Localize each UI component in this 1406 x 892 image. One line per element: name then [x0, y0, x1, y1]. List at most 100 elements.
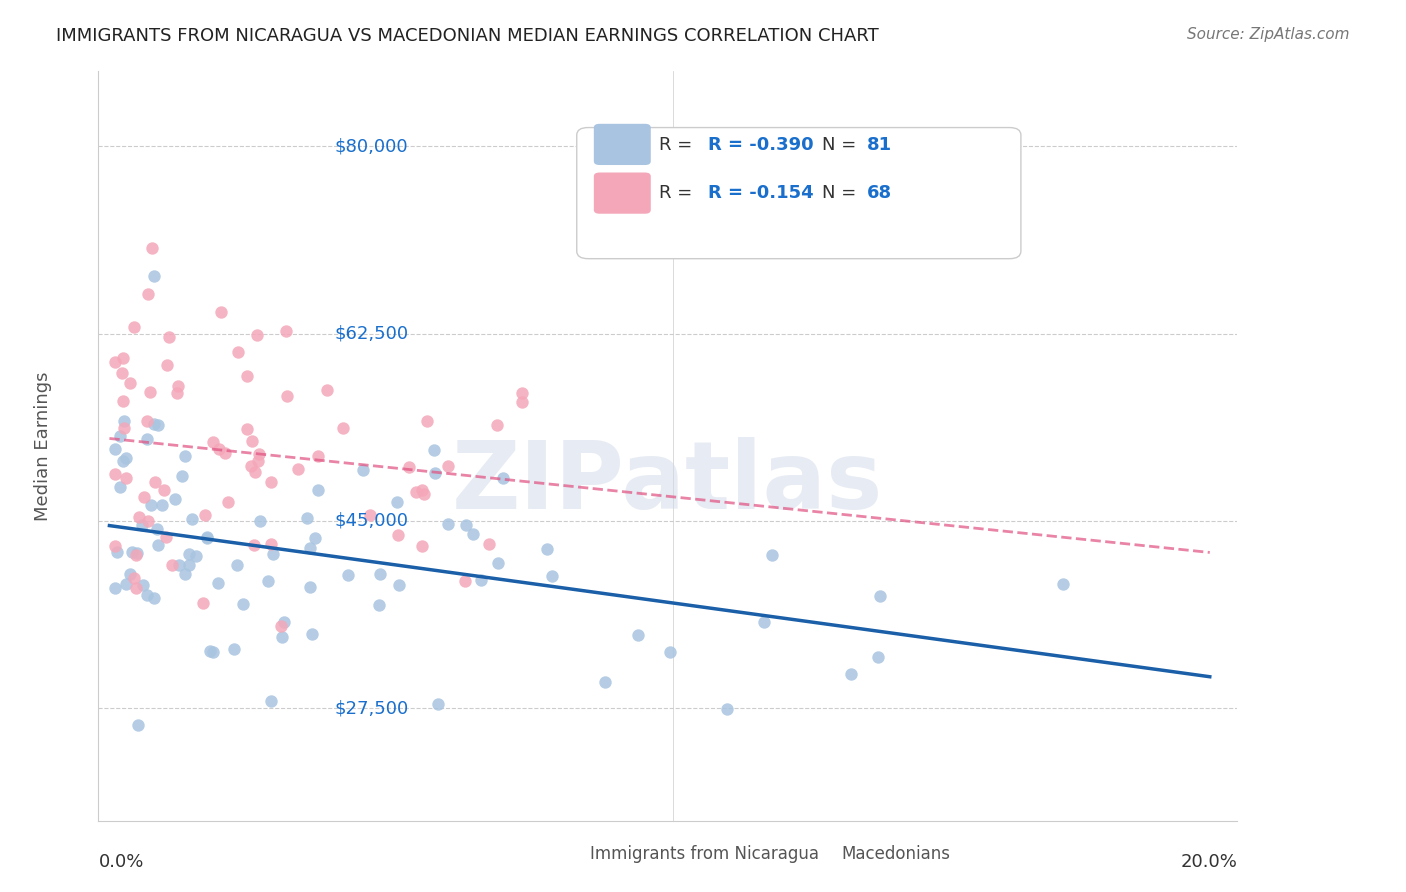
Point: [179, 558, 201, 572]
Point: [115, 471, 138, 485]
Point: [716, 702, 738, 716]
Point: [157, 330, 180, 344]
Text: Median Earnings: Median Earnings: [34, 371, 52, 521]
Text: Immigrants from Nicaragua: Immigrants from Nicaragua: [591, 846, 820, 863]
Text: 0.0%: 0.0%: [98, 853, 143, 871]
Point: [207, 576, 229, 591]
Point: [536, 541, 558, 556]
Point: [839, 667, 862, 681]
Point: [246, 454, 269, 468]
Point: [301, 627, 323, 641]
Point: [108, 480, 131, 494]
Point: [260, 694, 283, 708]
Point: [152, 483, 174, 497]
Point: [122, 571, 145, 585]
Point: [352, 463, 374, 477]
Point: [243, 465, 266, 479]
Point: [260, 475, 283, 489]
Point: [170, 469, 193, 483]
Point: [236, 369, 259, 384]
Point: [174, 449, 197, 463]
FancyBboxPatch shape: [576, 128, 1021, 259]
Point: [249, 515, 271, 529]
Point: [125, 581, 148, 595]
Text: R = -0.154: R = -0.154: [707, 184, 813, 202]
Point: [411, 483, 433, 498]
Point: [239, 458, 262, 473]
Point: [108, 429, 131, 443]
Point: [486, 418, 509, 433]
Point: [337, 568, 360, 582]
Point: [201, 645, 224, 659]
Point: [405, 485, 427, 500]
Text: $80,000: $80,000: [335, 137, 408, 155]
Point: [415, 414, 437, 428]
Point: [104, 539, 127, 553]
Point: [167, 378, 190, 392]
Point: [437, 459, 460, 474]
Point: [270, 619, 292, 633]
Point: [486, 557, 509, 571]
Point: [180, 512, 202, 526]
Point: [105, 545, 128, 559]
Text: N =: N =: [821, 136, 862, 153]
Point: [143, 591, 166, 605]
Point: [148, 538, 170, 552]
Point: [304, 531, 326, 545]
Point: [104, 467, 127, 481]
Text: 68: 68: [868, 184, 893, 202]
Text: 20.0%: 20.0%: [1181, 853, 1237, 871]
Point: [593, 675, 616, 690]
Point: [226, 558, 249, 573]
Point: [385, 495, 408, 509]
Point: [184, 549, 207, 563]
Point: [232, 597, 254, 611]
Text: Macedonians: Macedonians: [841, 846, 950, 863]
Point: [112, 414, 135, 428]
Point: [426, 697, 449, 711]
Point: [198, 643, 221, 657]
Point: [195, 532, 218, 546]
Point: [136, 287, 159, 301]
Point: [191, 597, 214, 611]
Point: [332, 421, 354, 435]
Point: [316, 383, 339, 397]
Point: [104, 355, 127, 369]
Point: [127, 718, 149, 732]
Point: [287, 461, 309, 475]
Point: [111, 394, 134, 409]
Point: [454, 518, 477, 533]
Point: [122, 319, 145, 334]
Point: [115, 577, 138, 591]
Text: R = -0.390: R = -0.390: [707, 136, 813, 153]
Point: [1052, 577, 1074, 591]
Point: [131, 518, 153, 533]
Point: [111, 351, 134, 365]
Point: [295, 511, 318, 525]
Point: [179, 547, 201, 561]
Point: [307, 483, 329, 497]
Point: [276, 389, 298, 403]
Point: [752, 615, 775, 630]
Point: [148, 418, 170, 433]
Point: [541, 569, 564, 583]
Point: [510, 394, 533, 409]
Point: [125, 546, 148, 560]
Point: [104, 442, 127, 456]
Point: [174, 567, 197, 582]
Text: $27,500: $27,500: [335, 699, 408, 717]
Point: [299, 580, 322, 594]
Point: [150, 498, 173, 512]
Point: [222, 642, 245, 657]
Point: [202, 435, 225, 450]
Point: [298, 541, 321, 556]
Point: [370, 567, 392, 582]
Text: R =: R =: [659, 184, 697, 202]
Point: [118, 376, 141, 390]
Point: [141, 241, 163, 255]
Point: [135, 414, 157, 428]
Point: [478, 537, 501, 551]
Point: [195, 530, 218, 544]
Point: [112, 421, 135, 435]
Point: [143, 417, 166, 431]
